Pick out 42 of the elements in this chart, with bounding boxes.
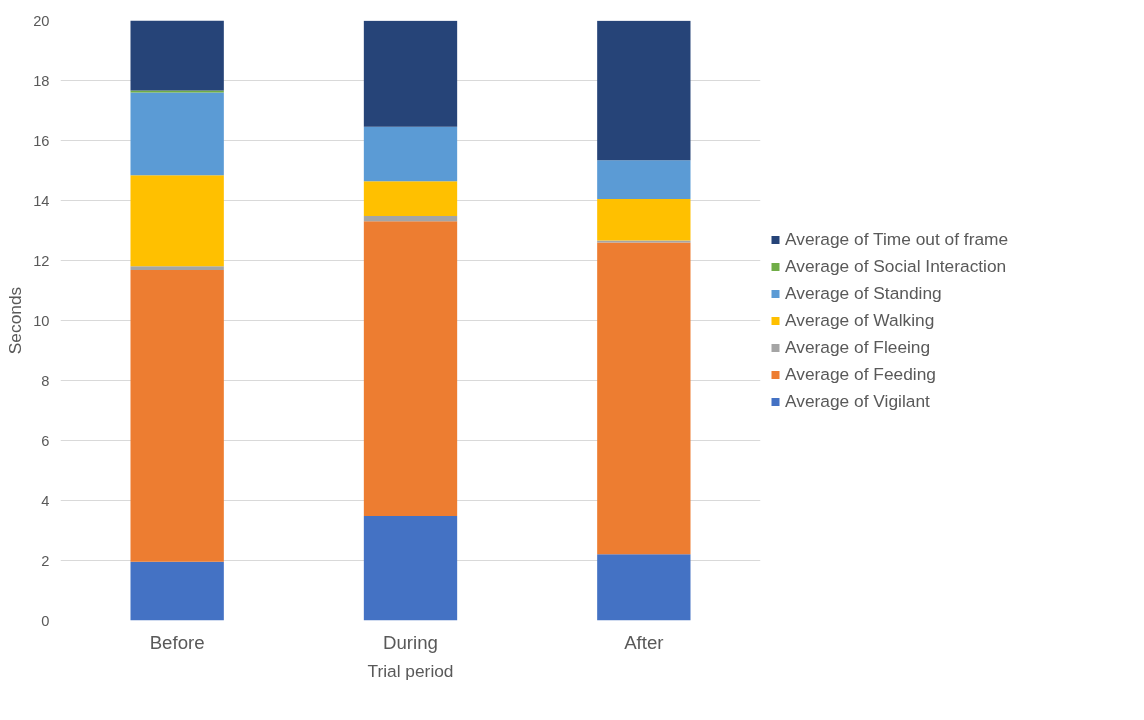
bar (363, 126, 458, 182)
legend-label: Average of Social Interaction (785, 255, 1007, 277)
bar (363, 181, 458, 217)
bar (363, 20, 458, 127)
y-tick-label: 0 (41, 612, 50, 629)
legend-label: Average of Feeding (785, 363, 936, 385)
bar (597, 199, 691, 241)
y-tick-label: 6 (41, 432, 50, 449)
bar (363, 516, 458, 621)
legend-label: Average of Time out of frame (785, 228, 1009, 250)
x-axis-title: Trial period (367, 660, 454, 681)
legend-label: Average of Standing (785, 282, 942, 304)
bar (597, 20, 691, 161)
y-tick-label: 14 (33, 192, 50, 209)
y-tick-label: 8 (41, 372, 50, 389)
bar (363, 216, 458, 222)
y-tick-label: 12 (33, 252, 50, 269)
bar (130, 175, 224, 267)
y-tick-label: 20 (33, 12, 50, 29)
bar (130, 92, 224, 176)
x-tick-label: Before (149, 631, 205, 653)
y-tick-label: 2 (41, 552, 50, 569)
bar (130, 266, 224, 271)
legend-label: Average of Fleeing (785, 336, 931, 358)
bar (130, 270, 224, 562)
bar (597, 242, 691, 555)
bar (130, 20, 224, 91)
bar (130, 90, 224, 93)
bar (597, 160, 691, 199)
legend-label: Average of Walking (785, 309, 935, 331)
bar (363, 221, 458, 517)
y-tick-label: 16 (33, 132, 50, 149)
y-axis-title: Seconds (5, 286, 26, 355)
bar (130, 561, 224, 621)
bar (597, 554, 691, 621)
y-tick-label: 18 (33, 72, 50, 89)
y-tick-label: 10 (33, 312, 50, 329)
legend-label: Average of Vigilant (785, 390, 930, 412)
x-tick-label: After (624, 631, 664, 653)
y-tick-label: 4 (41, 492, 50, 509)
bar (597, 240, 691, 243)
x-tick-label: During (383, 631, 438, 653)
